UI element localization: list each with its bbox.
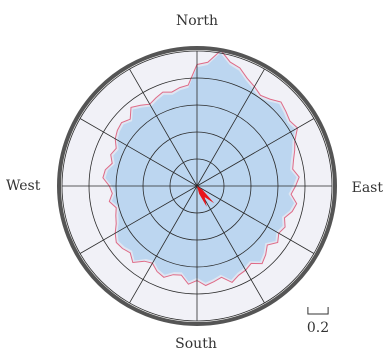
grid-spoke-60 xyxy=(196,118,315,187)
scale-bar-label: 0.2 xyxy=(307,320,329,336)
outer-ring xyxy=(57,46,337,326)
scale-bar xyxy=(307,307,329,315)
grid-spoke-210 xyxy=(129,185,198,304)
grid-spoke-120 xyxy=(196,185,315,254)
direction-label-east: East xyxy=(352,180,383,196)
radial-grid-spokes xyxy=(62,51,332,321)
grid-spoke-150 xyxy=(196,185,265,304)
grid-spoke-330 xyxy=(129,68,198,187)
grid-spoke-300 xyxy=(79,118,198,187)
direction-label-west: West xyxy=(6,178,41,194)
grid-spoke-240 xyxy=(79,185,198,254)
direction-label-north: North xyxy=(176,13,218,29)
direction-label-south: South xyxy=(175,336,217,352)
highlight-wedge xyxy=(197,186,215,207)
grid-spoke-30 xyxy=(196,68,265,187)
